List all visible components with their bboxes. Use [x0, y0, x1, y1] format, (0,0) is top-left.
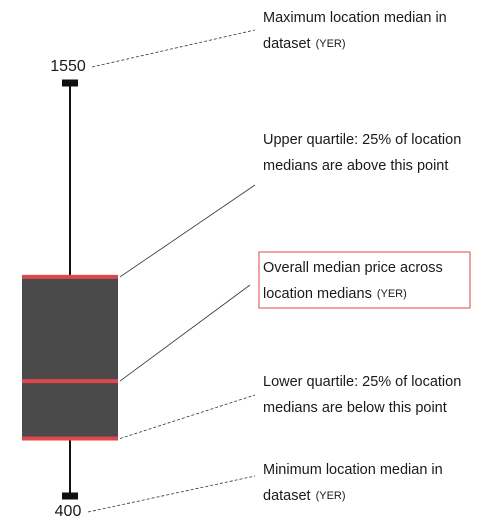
- max-label: 1550: [50, 58, 86, 75]
- annotation-line: Upper quartile: 25% of location: [263, 132, 461, 148]
- annotation-unit: (YER): [316, 38, 346, 50]
- leader-line: [119, 394, 256, 439]
- highlight-frame: [258, 251, 471, 309]
- annotation-text: medians are below this point: [263, 400, 447, 416]
- annotation-line: Minimum location median in: [263, 462, 443, 478]
- annotation-text: Overall median price across: [263, 260, 443, 276]
- whisker-cap-min: [62, 492, 78, 500]
- annotation-text: location medians (YER): [263, 286, 407, 302]
- annotation-text: Lower quartile: 25% of location: [263, 374, 461, 390]
- annotation-text: dataset (YER): [263, 36, 346, 52]
- annotation-text: medians are above this point: [263, 158, 448, 174]
- min-label: 400: [55, 503, 82, 520]
- annotation-line: location medians: [263, 286, 372, 302]
- annotation-line: Overall median price across: [263, 260, 443, 276]
- annotation-line: medians are above this point: [263, 158, 448, 174]
- annotation-text: Upper quartile: 25% of location: [263, 132, 461, 148]
- box: [22, 276, 118, 439]
- leader-line: [119, 184, 256, 278]
- leader-line: [87, 475, 256, 513]
- annotation-line: Lower quartile: 25% of location: [263, 374, 461, 390]
- annotation-unit: (YER): [377, 288, 407, 300]
- leader-line: [119, 284, 251, 382]
- annotation-line: medians are below this point: [263, 400, 447, 416]
- annotation-text: Maximum location median in: [263, 10, 447, 26]
- whisker-cap-max: [62, 79, 78, 87]
- annotation-line: dataset: [263, 36, 311, 52]
- annotation-unit: (YER): [316, 490, 346, 502]
- annotation-text: Minimum location median in: [263, 462, 443, 478]
- annotation-line: Maximum location median in: [263, 10, 447, 26]
- annotation-text: dataset (YER): [263, 488, 346, 504]
- annotation-line: dataset: [263, 488, 311, 504]
- leader-line: [91, 29, 256, 68]
